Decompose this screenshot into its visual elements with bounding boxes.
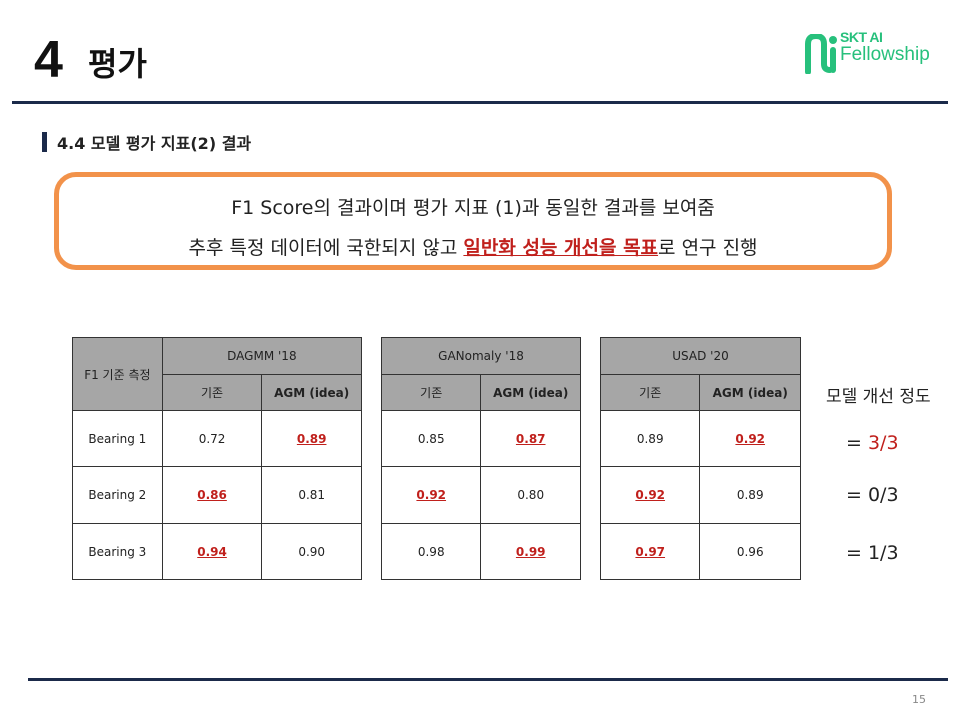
corner-label: F1 기준 측정	[72, 337, 163, 411]
callout-line-2-post: 로 연구 진행	[658, 237, 758, 259]
table-cell-best: 0.92	[699, 410, 801, 467]
table-cell: 0.81	[261, 466, 362, 524]
logo-line1: SKT AI	[840, 29, 883, 45]
callout-line-1: F1 Score의 결과이며 평가 지표 (1)과 동일한 결과를 보여줌	[231, 197, 715, 219]
table-cell-best: 0.99	[480, 523, 581, 580]
table-cell-best: 0.86	[161, 466, 263, 524]
page-title: 평가	[88, 45, 147, 83]
table-cell: 0.90	[261, 523, 362, 580]
table-cell-best: 0.94	[161, 523, 263, 580]
improvement-score-2: = 0/3	[846, 484, 899, 506]
table-cell-best: 0.97	[599, 523, 701, 580]
table-cell-best: 0.89	[261, 410, 362, 467]
table-cell: 0.89	[599, 410, 701, 467]
score-prefix: =	[846, 432, 868, 454]
score-value: 3/3	[867, 432, 899, 454]
table-cell-best: 0.92	[380, 466, 482, 524]
improvement-score-1: = 3/3	[846, 432, 899, 454]
sub-header-agm: AGM (idea)	[480, 374, 581, 411]
skt-ai-fellowship-logo: SKT AI Fellowship	[804, 30, 946, 74]
table-cell-best: 0.87	[480, 410, 581, 467]
score-prefix: =	[846, 484, 868, 506]
row-label: Bearing 1	[72, 410, 163, 467]
improvement-score-3: = 1/3	[846, 542, 899, 564]
sub-header-agm: AGM (idea)	[261, 374, 362, 411]
section-heading-text: 4.4 모델 평가 지표(2) 결과	[57, 134, 252, 153]
row-label: Bearing 2	[72, 466, 163, 524]
callout-line-2: 추후 특정 데이터에 국한되지 않고 일반화 성능 개선을 목표로 연구 진행	[59, 233, 887, 260]
model-header-dagmm: DAGMM '18	[161, 337, 363, 375]
table-cell: 0.89	[699, 466, 801, 524]
summary-callout: F1 Score의 결과이며 평가 지표 (1)과 동일한 결과를 보여줌 추후…	[54, 172, 892, 270]
score-value: 1/3	[867, 542, 899, 564]
callout-line-2-pre: 추후 특정 데이터에 국한되지 않고	[188, 237, 464, 259]
header-divider	[12, 101, 948, 104]
results-table-ganomaly: GANomaly '18 기존 AGM (idea) 0.85 0.87 0.9…	[380, 337, 581, 580]
sub-header-base: 기존	[599, 374, 701, 411]
results-table-usad: USAD '20 기존 AGM (idea) 0.89 0.92 0.92 0.…	[599, 337, 801, 580]
callout-highlight: 일반화 성능 개선을 목표	[463, 237, 659, 259]
sub-header-base: 기존	[380, 374, 482, 411]
table-cell: 0.85	[380, 410, 482, 467]
results-table-dagmm: F1 기준 측정 DAGMM '18 기존 AGM (idea) Bearing…	[72, 337, 363, 580]
table-cell: 0.96	[699, 523, 801, 580]
row-label: Bearing 3	[72, 523, 163, 580]
model-header-ganomaly: GANomaly '18	[381, 337, 581, 375]
table-cell-best: 0.92	[599, 466, 701, 524]
footer-divider	[28, 678, 948, 681]
sub-header-base: 기존	[161, 374, 263, 411]
table-cell: 0.80	[480, 466, 581, 524]
sub-header-agm: AGM (idea)	[699, 374, 801, 411]
score-value: 0/3	[867, 484, 899, 506]
table-cell: 0.72	[161, 410, 263, 467]
page-number: 15	[912, 693, 926, 706]
logo-mark-icon	[805, 34, 837, 74]
section-number: 4	[34, 31, 63, 89]
heading-marker	[42, 132, 47, 152]
logo-line2: Fellowship	[840, 44, 930, 65]
score-prefix: =	[846, 542, 868, 564]
section-heading: 4.4 모델 평가 지표(2) 결과	[42, 131, 251, 153]
model-header-usad: USAD '20	[600, 337, 801, 375]
table-cell: 0.98	[380, 523, 482, 580]
improvement-title: 모델 개선 정도	[826, 387, 931, 407]
